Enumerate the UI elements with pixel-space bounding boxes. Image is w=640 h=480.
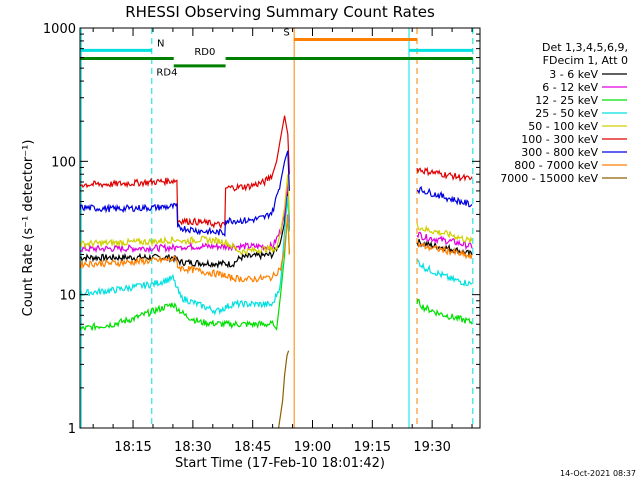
mode-vertical-lines [80, 28, 474, 428]
x-tick-label: 18:30 [174, 440, 211, 455]
x-tick-label: 19:00 [294, 440, 331, 455]
legend-label: 7000 - 15000 keV [500, 172, 598, 185]
legend-label: 6 - 12 keV [542, 81, 598, 94]
series-25-50-kev [79, 195, 473, 316]
series-100-300-kev [79, 115, 473, 230]
y-tick-label: 10 [59, 289, 76, 304]
x-tick-label: 18:45 [234, 440, 271, 455]
legend-label: 100 - 300 keV [521, 133, 598, 146]
legend-label: 800 - 7000 keV [514, 159, 598, 172]
legend-label: 12 - 25 keV [535, 94, 598, 107]
y-tick-label: 1000 [43, 22, 76, 37]
legend-header-line: FDecim 1, Att 0 [543, 54, 628, 67]
legend-label: 3 - 6 keV [549, 68, 598, 81]
state-bars: N S RD0 RD4 [80, 27, 473, 79]
series-lines [79, 115, 473, 429]
series-12-25-kev [79, 214, 473, 332]
x-tick-label: 18:15 [114, 440, 151, 455]
state-label-rd4: RD4 [156, 68, 177, 79]
x-tick-label: 19:30 [413, 440, 450, 455]
legend-label: 50 - 100 keV [528, 120, 598, 133]
state-label-s: S [283, 27, 289, 38]
series-6-12-kev [79, 181, 473, 254]
chart-title: RHESSI Observing Summary Count Rates [125, 3, 435, 21]
series-800-7000-kev [79, 214, 473, 283]
series-7000-15000-kev [278, 350, 290, 429]
legend: Det 1,3,4,5,6,9,FDecim 1, Att 03 - 6 keV… [500, 41, 628, 185]
legend-label: 300 - 800 keV [521, 146, 598, 159]
state-label-rd0: RD0 [194, 47, 215, 58]
timestamp: 14-Oct-2021 08:37 [560, 469, 636, 478]
legend-label: 25 - 50 keV [535, 107, 598, 120]
axes: 18:15 18:30 18:45 19:00 19:15 19:30 1 10 100 1000 [43, 22, 480, 455]
series-300-800-kev [79, 150, 473, 238]
x-tick-label: 19:15 [354, 440, 391, 455]
series-3-6-kev [79, 190, 473, 269]
legend-header-line: Det 1,3,4,5,6,9, [542, 41, 628, 54]
y-axis-label: Count Rate (s⁻¹ detector⁻¹) [21, 140, 36, 317]
plot-frame [79, 27, 481, 429]
y-tick-label: 100 [51, 155, 76, 170]
x-axis-label: Start Time (17-Feb-10 18:01:42) [175, 456, 385, 471]
series-50-100-kev [79, 174, 473, 256]
y-tick-label: 1 [68, 422, 76, 437]
state-label-n: N [157, 38, 164, 49]
